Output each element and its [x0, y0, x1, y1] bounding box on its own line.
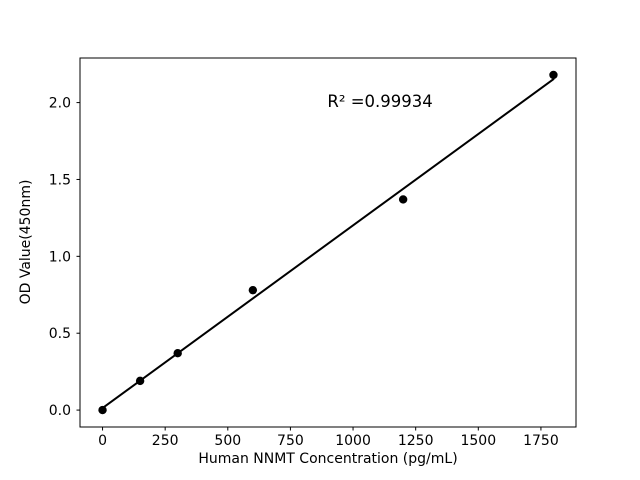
x-tick-label: 1250	[398, 433, 434, 449]
y-tick-label: 0.0	[49, 403, 71, 419]
x-axis-label: Human NNMT Concentration (pg/mL)	[198, 451, 457, 467]
y-tick-label: 0.5	[49, 326, 71, 342]
plot-border	[79, 57, 577, 428]
x-tick-label: 1500	[460, 433, 496, 449]
x-tick-label: 1750	[523, 433, 559, 449]
x-tick-label: 0	[98, 433, 107, 449]
x-tick-label: 500	[214, 433, 241, 449]
data-point	[135, 376, 145, 386]
y-tick-label: 1.5	[49, 172, 71, 188]
fit-line	[101, 78, 555, 410]
data-point	[173, 349, 182, 358]
x-tick-label: 750	[277, 433, 304, 449]
r-squared-annotation: R² =0.99934	[327, 92, 432, 111]
data-point	[398, 195, 408, 204]
data-point	[549, 70, 558, 80]
y-tick-label: 2.0	[49, 96, 71, 112]
y-tick-label: 1.0	[49, 249, 71, 265]
plot-layer: 0 250 500 750 1000 1250 1500 1750 0.0 0.5 1.0 1.5 2.…	[49, 57, 577, 449]
x-tick-label: 1000	[335, 433, 371, 449]
y-axis-label: OD Value(450nm)	[18, 180, 34, 305]
data-point	[248, 285, 258, 295]
data-point	[98, 405, 107, 415]
x-tick-label: 250	[152, 433, 179, 449]
